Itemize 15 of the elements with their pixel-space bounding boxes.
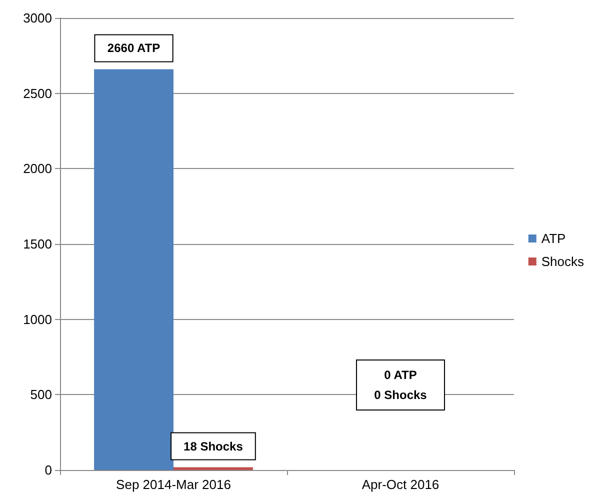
y-tick-label: 2500 (23, 86, 52, 101)
x-tick-label: Sep 2014-Mar 2016 (116, 477, 231, 492)
y-tick-label: 0 (44, 462, 52, 478)
data-label: 18 Shocks (184, 439, 244, 454)
annotation: 0 ATP (384, 368, 417, 382)
y-tick-label: 3000 (23, 10, 52, 26)
y-tick-label: 2000 (23, 161, 52, 176)
legend-label: Shocks (541, 254, 584, 269)
legend-label: ATP (541, 231, 566, 246)
annotation: 0 Shocks (374, 388, 428, 402)
y-tick-label: 1500 (23, 236, 52, 252)
y-tick-label: 1000 (23, 312, 52, 327)
x-tick-label: Apr-Oct 2016 (362, 477, 440, 492)
data-label: 2660 ATP (107, 41, 160, 56)
y-tick-label: 500 (30, 387, 52, 402)
